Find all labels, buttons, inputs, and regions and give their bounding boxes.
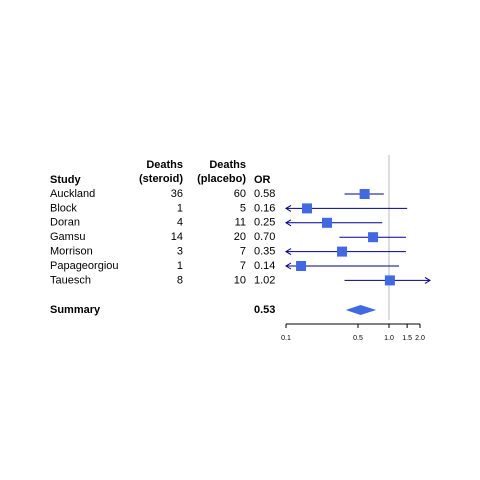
column-header: (placebo) bbox=[197, 173, 246, 185]
x-tick-label: 0.5 bbox=[353, 335, 363, 342]
deaths-placebo: 10 bbox=[234, 274, 246, 286]
deaths-steroid: 8 bbox=[177, 274, 183, 286]
deaths-placebo: 11 bbox=[235, 217, 246, 229]
ci-arrow bbox=[285, 248, 292, 256]
study-name: Morrison bbox=[50, 246, 93, 258]
odds-ratio: 0.35 bbox=[254, 246, 275, 258]
column-header: Deaths bbox=[146, 159, 183, 171]
deaths-placebo: 60 bbox=[234, 188, 246, 200]
ci-arrow bbox=[285, 219, 292, 227]
study-name: Papageorgiou bbox=[50, 260, 119, 272]
column-header: OR bbox=[254, 174, 271, 186]
deaths-steroid: 4 bbox=[177, 217, 183, 229]
column-header: Study bbox=[50, 174, 81, 186]
deaths-steroid: 1 bbox=[177, 202, 183, 214]
summary-or: 0.53 bbox=[254, 304, 275, 316]
or-box bbox=[384, 275, 395, 286]
odds-ratio: 0.58 bbox=[254, 188, 275, 200]
x-tick-label: 0.1 bbox=[281, 335, 291, 342]
odds-ratio: 0.14 bbox=[254, 260, 275, 272]
or-box bbox=[368, 232, 379, 243]
deaths-steroid: 1 bbox=[177, 260, 183, 272]
or-box bbox=[321, 217, 332, 228]
odds-ratio: 0.16 bbox=[254, 202, 275, 214]
odds-ratio: 1.02 bbox=[254, 274, 275, 286]
study-name: Tauesch bbox=[50, 274, 91, 286]
deaths-placebo: 7 bbox=[240, 246, 246, 258]
study-name: Doran bbox=[50, 217, 80, 229]
or-box bbox=[302, 203, 313, 214]
deaths-placebo: 20 bbox=[234, 231, 246, 243]
or-box bbox=[337, 246, 348, 257]
x-tick-label: 1.5 bbox=[402, 335, 412, 342]
ci-arrow bbox=[424, 276, 431, 284]
study-name: Auckland bbox=[50, 188, 95, 200]
deaths-steroid: 36 bbox=[171, 188, 183, 200]
deaths-steroid: 3 bbox=[177, 246, 183, 258]
study-name: Block bbox=[50, 202, 77, 214]
column-header: Deaths bbox=[209, 159, 246, 171]
deaths-placebo: 5 bbox=[240, 202, 246, 214]
deaths-steroid: 14 bbox=[171, 231, 183, 243]
summary-label: Summary bbox=[50, 304, 101, 316]
ci-arrow bbox=[285, 204, 292, 212]
or-box bbox=[359, 189, 370, 199]
odds-ratio: 0.70 bbox=[254, 231, 275, 243]
summary-diamond bbox=[345, 305, 377, 315]
x-tick-label: 2.0 bbox=[415, 335, 425, 342]
study-name: Gamsu bbox=[50, 231, 85, 243]
x-tick-label: 1.0 bbox=[384, 335, 394, 342]
or-box bbox=[296, 261, 307, 271]
odds-ratio: 0.25 bbox=[254, 217, 275, 229]
column-header: (steroid) bbox=[139, 173, 183, 185]
ci-arrow bbox=[285, 262, 292, 270]
deaths-placebo: 7 bbox=[240, 260, 246, 272]
